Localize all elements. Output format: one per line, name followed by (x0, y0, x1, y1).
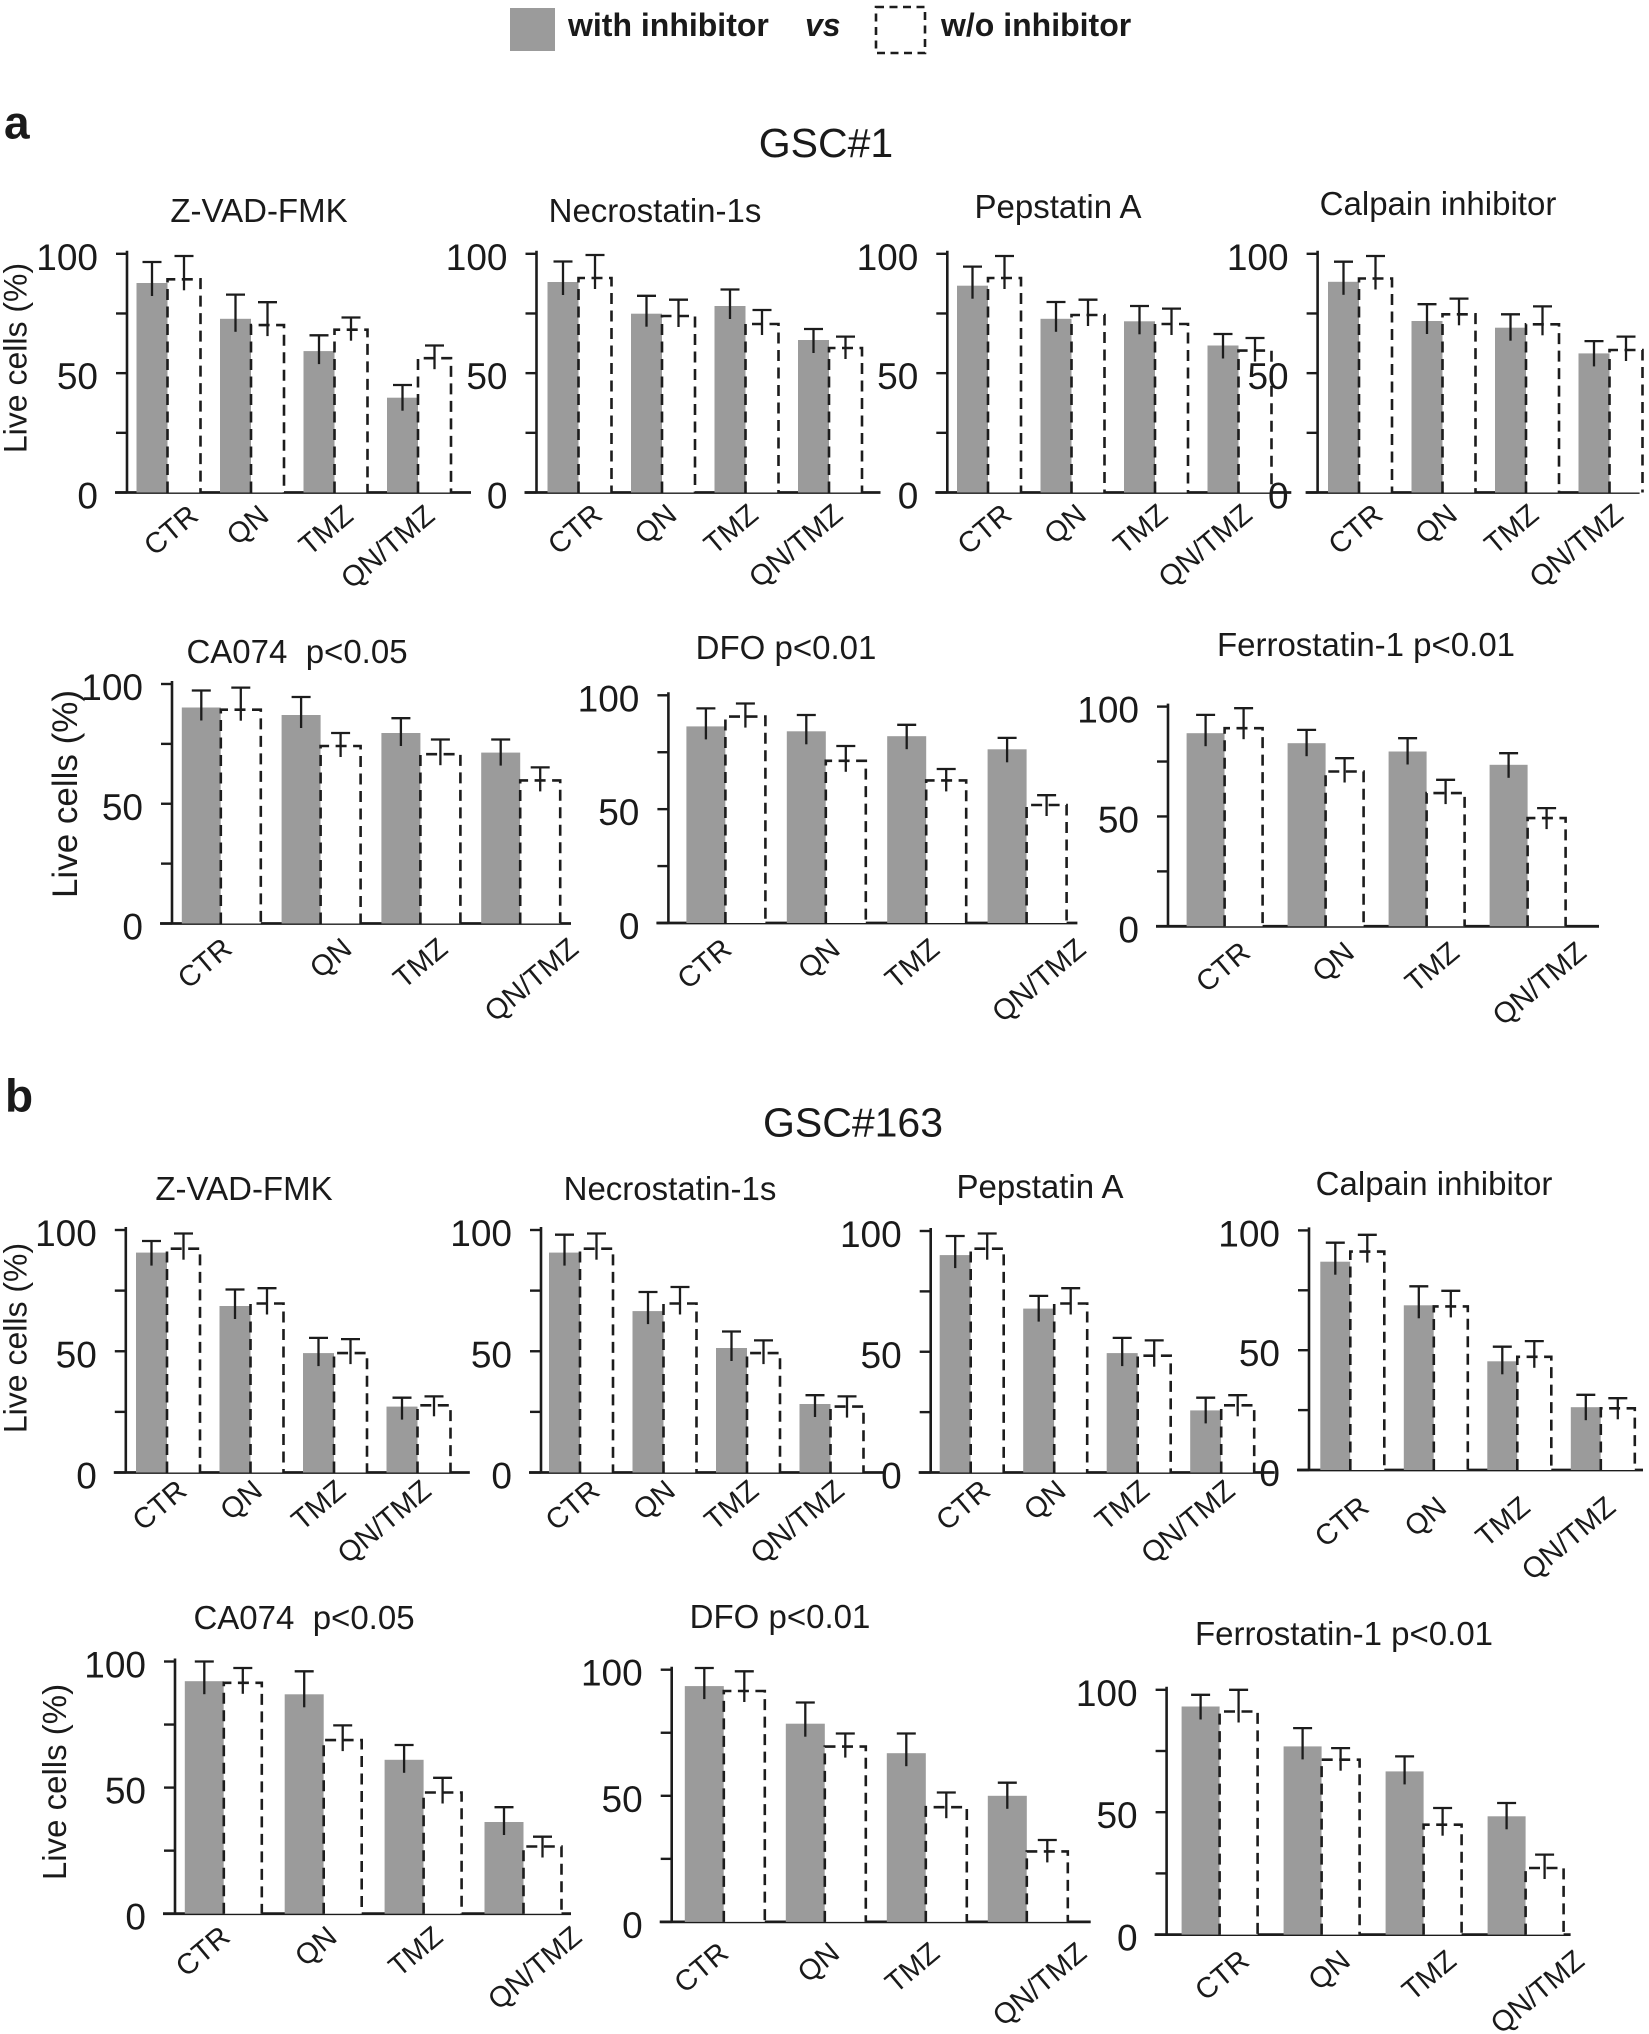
svg-text:CA074 p<0.05: CA074 p<0.05 (193, 1599, 414, 1636)
svg-text:100: 100 (36, 237, 98, 278)
svg-text:CA074 p<0.05: CA074 p<0.05 (186, 633, 407, 670)
svg-text:100: 100 (450, 1213, 512, 1254)
svg-text:100: 100 (1227, 237, 1289, 278)
svg-text:a: a (4, 97, 30, 149)
svg-text:100: 100 (581, 1653, 643, 1694)
svg-text:vs: vs (805, 7, 841, 43)
svg-text:100: 100 (81, 667, 143, 708)
svg-text:50: 50 (56, 1334, 97, 1375)
svg-text:50: 50 (1096, 1795, 1137, 1836)
svg-text:0: 0 (619, 906, 640, 947)
svg-text:50: 50 (471, 1334, 512, 1375)
svg-text:Live cells (%): Live cells (%) (0, 1243, 34, 1433)
svg-text:Calpain inhibitor: Calpain inhibitor (1316, 1165, 1553, 1202)
svg-text:Live cells (%): Live cells (%) (36, 1684, 73, 1880)
svg-text:0: 0 (125, 1897, 146, 1938)
svg-text:Live cells (%): Live cells (%) (0, 263, 34, 453)
svg-text:Calpain inhibitor: Calpain inhibitor (1320, 185, 1557, 222)
svg-text:0: 0 (881, 1456, 902, 1497)
svg-text:50: 50 (1239, 1333, 1280, 1374)
svg-text:0: 0 (77, 476, 98, 517)
svg-text:Pepstatin A: Pepstatin A (975, 188, 1142, 225)
svg-text:Ferrostatin-1 p<0.01: Ferrostatin-1 p<0.01 (1217, 626, 1515, 663)
svg-text:50: 50 (57, 356, 98, 397)
svg-text:100: 100 (84, 1645, 146, 1686)
svg-text:50: 50 (1098, 799, 1139, 840)
svg-text:0: 0 (1118, 909, 1139, 950)
svg-text:GSC#1: GSC#1 (759, 120, 893, 166)
svg-text:50: 50 (861, 1335, 902, 1376)
svg-text:0: 0 (122, 907, 143, 948)
svg-text:Z-VAD-FMK: Z-VAD-FMK (155, 1170, 332, 1207)
svg-text:DFO p<0.01: DFO p<0.01 (696, 629, 877, 666)
svg-text:0: 0 (1117, 1918, 1138, 1959)
svg-text:100: 100 (1077, 690, 1139, 731)
svg-text:100: 100 (446, 237, 508, 278)
svg-text:100: 100 (1218, 1213, 1280, 1254)
svg-text:Z-VAD-FMK: Z-VAD-FMK (170, 192, 347, 229)
svg-text:GSC#163: GSC#163 (763, 1100, 943, 1146)
svg-text:Live cells (%): Live cells (%) (46, 690, 85, 898)
svg-text:Pepstatin A: Pepstatin A (957, 1168, 1124, 1205)
svg-text:50: 50 (466, 356, 507, 397)
svg-text:0: 0 (487, 476, 508, 517)
svg-text:w/o inhibitor: w/o inhibitor (940, 7, 1131, 43)
svg-text:50: 50 (105, 1771, 146, 1812)
svg-text:0: 0 (491, 1456, 512, 1497)
svg-text:100: 100 (35, 1213, 97, 1254)
svg-text:with inhibitor: with inhibitor (567, 7, 769, 43)
svg-text:100: 100 (578, 678, 640, 719)
svg-text:b: b (5, 1070, 33, 1122)
svg-text:100: 100 (1076, 1673, 1138, 1714)
svg-text:DFO p<0.01: DFO p<0.01 (690, 1598, 871, 1635)
svg-text:100: 100 (840, 1214, 902, 1255)
svg-text:0: 0 (76, 1456, 97, 1497)
svg-text:50: 50 (877, 356, 918, 397)
svg-text:Ferrostatin-1 p<0.01: Ferrostatin-1 p<0.01 (1195, 1615, 1493, 1652)
svg-text:Necrostatin-1s: Necrostatin-1s (549, 192, 762, 229)
svg-text:0: 0 (1259, 1453, 1280, 1494)
svg-text:50: 50 (102, 787, 143, 828)
svg-text:0: 0 (1268, 476, 1289, 517)
svg-text:100: 100 (857, 237, 919, 278)
svg-text:50: 50 (602, 1779, 643, 1820)
svg-text:0: 0 (898, 476, 919, 517)
svg-text:50: 50 (1247, 356, 1288, 397)
svg-text:0: 0 (622, 1905, 643, 1946)
svg-text:Necrostatin-1s: Necrostatin-1s (564, 1170, 777, 1207)
svg-text:50: 50 (598, 792, 639, 833)
